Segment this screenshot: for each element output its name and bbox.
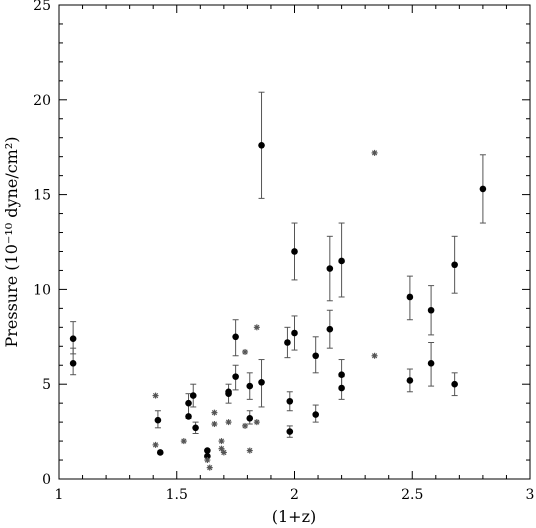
y-tick-label: 5 [42, 377, 51, 393]
data-point [451, 261, 458, 269]
asterisk-point [253, 419, 260, 426]
data-point [232, 333, 239, 341]
data-point [246, 415, 254, 422]
data-point [427, 306, 435, 314]
error-bars [70, 91, 486, 438]
asterisk-point [242, 348, 249, 355]
x-tick-labels: 1 1.5 2 2.5 3 [55, 487, 535, 503]
asterisk-point [206, 464, 213, 471]
data-point [312, 411, 319, 418]
data-point [284, 339, 291, 346]
asterisk-point [152, 392, 159, 399]
data-point [427, 360, 435, 367]
data-point [291, 248, 298, 255]
data-point [204, 447, 211, 454]
data-point [192, 424, 199, 432]
y-tick-label: 20 [33, 93, 51, 109]
asterisk-point [211, 409, 218, 416]
y-tick-labels: 0 5 10 15 20 25 [33, 0, 51, 488]
data-point [338, 371, 345, 379]
asterisk-point [152, 441, 159, 448]
x-tick-label: 2.5 [401, 487, 423, 503]
data-point [69, 360, 77, 367]
y-tick-label: 15 [33, 188, 51, 204]
asterisk-point [211, 421, 218, 428]
data-point [451, 380, 458, 388]
data-point [185, 413, 192, 420]
asterisk-point [371, 352, 378, 359]
data-point [326, 325, 334, 333]
x-tick-label: 3 [526, 487, 535, 503]
asterisk-point [371, 149, 378, 156]
data-point [154, 416, 162, 424]
asterisk-point [253, 324, 260, 331]
data-point [338, 257, 345, 265]
data-point [326, 265, 334, 272]
data-point [156, 449, 164, 456]
data-point [225, 390, 232, 397]
y-axis-title: Pressure (10⁻¹⁰ dyne/cm²) [2, 136, 21, 347]
x-axis-title: (1+z) [272, 507, 317, 526]
data-point [246, 382, 254, 390]
y-tick-label: 0 [42, 472, 51, 488]
x-tick-label: 2 [290, 487, 299, 503]
y-tick-label: 10 [33, 282, 51, 298]
asterisk-point [246, 447, 253, 454]
asterisk-point [218, 438, 225, 445]
data-point [338, 384, 345, 392]
asterisk-point [242, 422, 249, 429]
data-point [406, 377, 414, 384]
asterisk-point [204, 457, 211, 464]
data-point [286, 428, 294, 435]
x-tick-label: 1 [55, 487, 64, 503]
axis-ticks [58, 4, 531, 480]
data-point [286, 397, 294, 405]
asterisk-point [180, 438, 187, 445]
data-point [69, 335, 77, 342]
data-point [185, 399, 192, 407]
asterisk-point [220, 449, 227, 456]
asterisk-point [225, 419, 232, 426]
y-tick-label: 25 [33, 0, 51, 14]
data-point [291, 329, 298, 337]
data-point [189, 392, 197, 399]
x-tick-label: 1.5 [166, 487, 188, 503]
data-point [479, 185, 487, 193]
data-point [258, 142, 265, 149]
data-markers [69, 142, 487, 471]
data-point [406, 293, 414, 301]
data-point [232, 373, 239, 380]
data-point [258, 379, 265, 386]
data-point [312, 352, 319, 360]
